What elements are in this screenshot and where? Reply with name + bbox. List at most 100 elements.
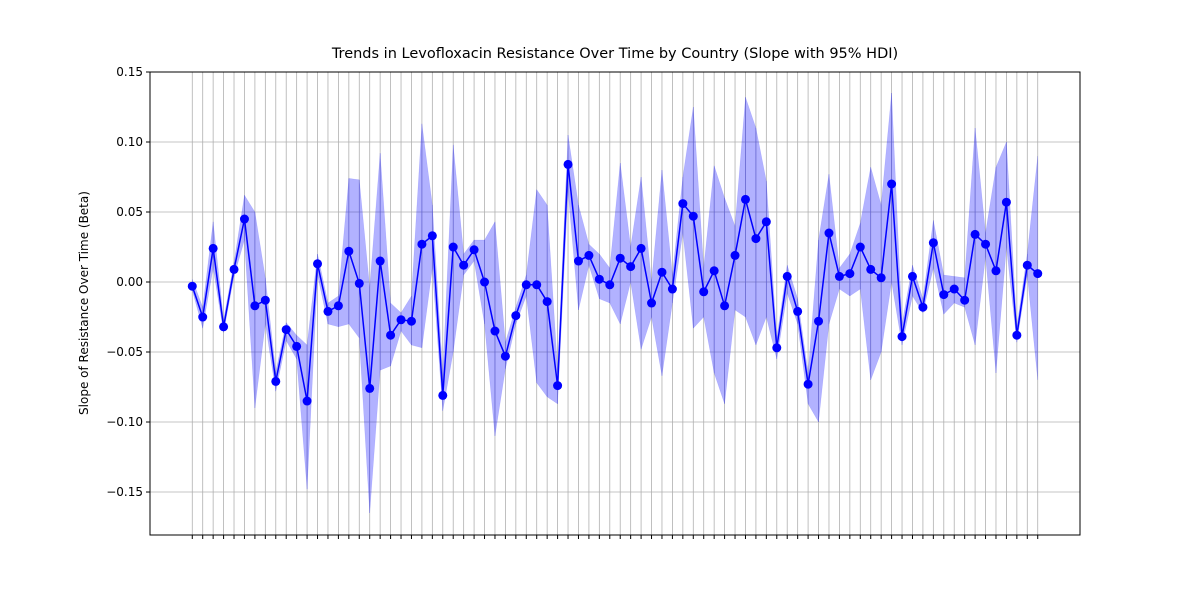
x-tick-label: Egypt <box>352 542 366 577</box>
point <box>740 194 750 204</box>
point <box>584 250 594 260</box>
point <box>615 253 625 263</box>
point <box>448 242 458 252</box>
x-tick-label: Korea, South <box>582 542 596 600</box>
hdi-band <box>860 167 871 381</box>
point <box>772 343 782 353</box>
hdi-band <box>943 274 955 315</box>
point <box>480 277 490 287</box>
x-tick-label: France <box>394 542 408 582</box>
hdi-band <box>484 220 496 437</box>
point <box>187 281 197 291</box>
x-tick-label: Ukraine <box>999 542 1013 588</box>
x-tick-label: New Zealand <box>707 542 721 600</box>
point <box>803 379 813 389</box>
point <box>1001 197 1011 207</box>
point <box>855 242 865 252</box>
point <box>427 231 437 241</box>
point <box>636 243 646 253</box>
x-tick-label: Tunisia <box>968 542 982 584</box>
x-tick-label: Guatemala <box>436 542 450 600</box>
hdi-band <box>818 174 830 423</box>
hdi-band <box>985 167 997 374</box>
point <box>406 316 416 326</box>
point <box>594 274 604 284</box>
point <box>573 256 583 266</box>
hdi-band <box>713 165 725 404</box>
point <box>469 245 479 255</box>
x-tick-label: Romania <box>832 542 846 594</box>
x-tick-label: Austria <box>206 542 220 584</box>
hdi-band <box>254 211 266 409</box>
hdi-band <box>452 144 464 353</box>
hdi-band <box>1006 141 1018 343</box>
point <box>678 199 688 209</box>
x-tick-label: Nigeria <box>728 542 742 585</box>
hdi-band <box>359 179 370 514</box>
x-tick-label: Jamaica <box>540 542 554 590</box>
x-tick-label: Greece <box>425 542 439 585</box>
point <box>490 326 500 336</box>
point <box>793 306 803 316</box>
point <box>939 290 949 300</box>
x-tick-label: Argentina <box>185 542 199 600</box>
hdi-band <box>494 221 506 437</box>
x-tick-label: Uganda <box>989 542 1003 588</box>
x-tick-label: Israel <box>509 542 523 575</box>
point <box>375 256 385 266</box>
point <box>657 267 667 277</box>
x-tick-label: Slovenia <box>895 542 909 593</box>
point <box>928 238 938 248</box>
point <box>647 298 657 308</box>
hdi-band <box>974 127 986 346</box>
hdi-band <box>891 92 903 346</box>
point <box>834 271 844 281</box>
hdi-band <box>546 204 558 405</box>
x-tick-label: Chile <box>269 542 283 572</box>
x-tick-label: Germany <box>404 542 418 597</box>
point <box>302 396 312 406</box>
point <box>532 280 542 290</box>
x-tick-label: El Salvador <box>363 542 377 600</box>
hdi-band <box>880 92 892 353</box>
hdi-band <box>724 197 736 404</box>
point <box>970 229 980 239</box>
x-tick-label: Hong Kong <box>457 542 471 600</box>
point <box>730 250 740 260</box>
x-tick-label: Brazil <box>227 542 241 576</box>
x-tick-label: Taiwan <box>947 542 961 584</box>
point <box>417 239 427 249</box>
point <box>198 312 208 322</box>
point <box>981 239 991 249</box>
point <box>605 280 615 290</box>
x-tick-label: Namibia <box>686 542 700 592</box>
x-tick-label: Estonia <box>373 542 387 586</box>
x-tick-label: Malawi <box>634 542 648 584</box>
point <box>438 390 448 400</box>
x-tick-label: Vietnam <box>1031 542 1045 592</box>
x-tick-label: Russia <box>843 542 857 581</box>
chart-title: Trends in Levofloxacin Resistance Over T… <box>331 46 898 62</box>
x-tick-label: Saudi Arabia <box>853 542 867 600</box>
y-tick-label: 0.10 <box>116 135 143 149</box>
x-tick-label: Finland <box>384 542 398 585</box>
x-tick-label: Serbia <box>864 542 878 580</box>
point <box>500 351 510 361</box>
point <box>250 301 260 311</box>
point <box>876 273 886 283</box>
x-tick-label: Switzerland <box>937 542 951 600</box>
x-tick-label: Pakistan <box>759 542 773 592</box>
x-tick-label: Malaysia <box>645 542 659 594</box>
point <box>344 246 354 256</box>
x-tick-label: Puerto Rico <box>812 542 826 600</box>
x-tick-label: Colombia <box>290 542 304 598</box>
y-tick-label: −0.10 <box>106 415 143 429</box>
hdi-band <box>348 178 360 339</box>
hdi-band <box>202 221 214 329</box>
point <box>720 301 730 311</box>
point <box>354 278 364 288</box>
hdi-band <box>619 162 631 325</box>
x-tick-label: Italy <box>519 542 533 568</box>
x-tick-label: United Kingdom <box>1010 542 1024 600</box>
x-tick-label: Dominican Republic <box>342 542 356 600</box>
